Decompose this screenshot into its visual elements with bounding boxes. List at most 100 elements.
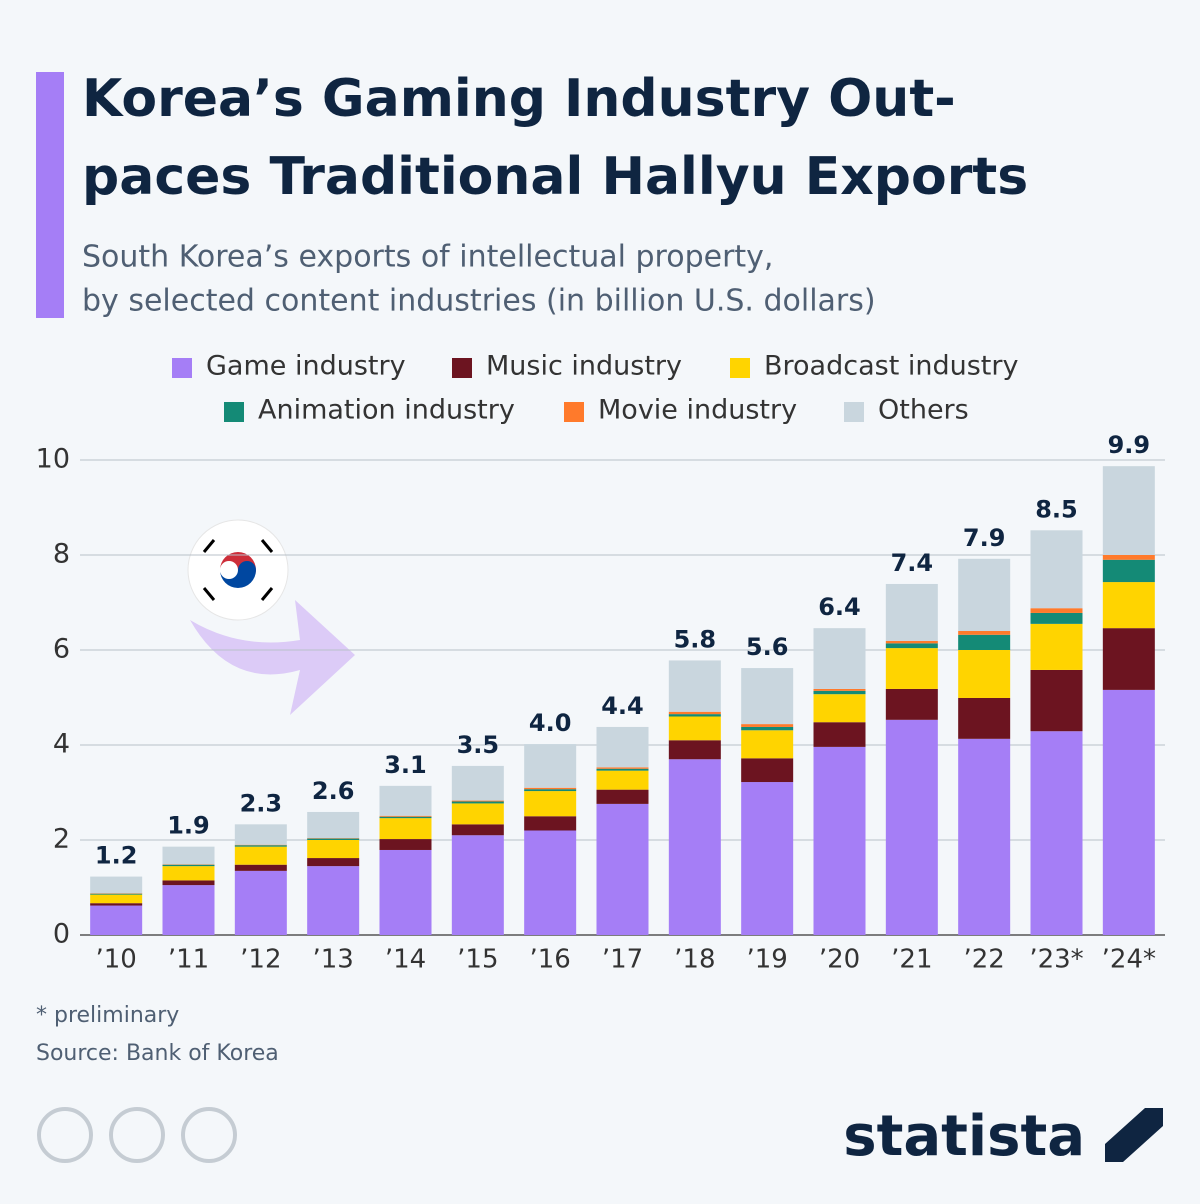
- total-label: 8.5: [1035, 495, 1078, 523]
- x-tick-label: ’15: [457, 945, 498, 975]
- x-tick-label: ’16: [529, 945, 570, 975]
- x-tick-label: ’12: [240, 945, 281, 975]
- x-tick-label: ’17: [602, 945, 643, 975]
- bar-segment: [814, 722, 866, 747]
- legend-label: Game industry: [206, 351, 406, 382]
- bar-segment: [597, 727, 649, 767]
- total-label: 7.9: [963, 524, 1006, 552]
- bar-segment: [235, 865, 287, 871]
- bar-segment: [886, 584, 938, 641]
- bar-segment: [814, 691, 866, 694]
- legend-swatch: [172, 358, 192, 378]
- bar-segment: [524, 831, 576, 936]
- legend-swatch: [452, 358, 472, 378]
- bar-segment: [90, 894, 142, 895]
- total-label: 7.4: [891, 549, 934, 577]
- bar-segment: [958, 739, 1010, 935]
- y-tick-label: 10: [36, 444, 70, 475]
- bar-segment: [597, 790, 649, 804]
- chart-title: paces Traditional Hallyu Exports: [82, 147, 1028, 207]
- total-label: 3.1: [384, 751, 427, 779]
- total-label: 2.6: [312, 777, 355, 805]
- bar-segment: [958, 559, 1010, 631]
- bar-segment: [380, 786, 432, 816]
- bar-segment: [235, 824, 287, 844]
- bar-segment: [235, 845, 287, 846]
- bar-segment: [452, 802, 504, 804]
- bar-segment: [1031, 624, 1083, 670]
- bar-segment: [958, 635, 1010, 650]
- legend-label: Animation industry: [258, 395, 515, 426]
- bar-segment: [235, 847, 287, 865]
- total-label: 6.4: [818, 593, 861, 621]
- bar-segment: [307, 858, 359, 866]
- bar-segment: [452, 766, 504, 801]
- subtitle: by selected content industries (in billi…: [82, 284, 876, 319]
- x-tick-label: ’14: [385, 945, 426, 975]
- total-label: 1.9: [167, 812, 210, 840]
- bar-segment: [597, 804, 649, 935]
- bar-segment: [669, 759, 721, 935]
- bar-segment: [90, 877, 142, 894]
- bar-segment: [163, 880, 215, 885]
- bar-segment: [597, 767, 649, 768]
- bar-segment: [380, 816, 432, 817]
- bar-segment: [597, 771, 649, 790]
- bar-segment: [1031, 670, 1083, 731]
- bar-segment: [741, 782, 793, 935]
- bar-segment: [90, 895, 142, 904]
- bar-segment: [90, 906, 142, 935]
- bar-segment: [452, 835, 504, 935]
- chart-title: Korea’s Gaming Industry Out-: [82, 69, 956, 129]
- bar-segment: [524, 789, 576, 791]
- y-tick-label: 6: [53, 634, 70, 665]
- legend-swatch: [730, 358, 750, 378]
- bar-segment: [597, 769, 649, 771]
- legend-label: Music industry: [486, 351, 682, 382]
- bar-segment: [163, 847, 215, 865]
- x-tick-label: ’10: [95, 945, 136, 975]
- bar-segment: [307, 866, 359, 935]
- subtitle: South Korea’s exports of intellectual pr…: [82, 240, 773, 275]
- bar-segment: [741, 724, 793, 727]
- bar-segment: [886, 643, 938, 648]
- bar-segment: [669, 740, 721, 759]
- bar-segment: [524, 791, 576, 816]
- bar-segment: [958, 650, 1010, 698]
- bar-segment: [958, 631, 1010, 635]
- x-tick-label: ’21: [891, 945, 932, 975]
- total-label: 9.9: [1108, 431, 1151, 459]
- bar-segment: [669, 712, 721, 714]
- bar-segment: [741, 668, 793, 724]
- bar-segment: [163, 885, 215, 935]
- bar-segment: [886, 641, 938, 643]
- bar-segment: [452, 824, 504, 835]
- total-label: 5.8: [674, 625, 717, 653]
- bar-segment: [1103, 690, 1155, 935]
- bar-segment: [886, 720, 938, 935]
- bar-segment: [886, 648, 938, 689]
- legend-label: Movie industry: [598, 395, 797, 426]
- y-tick-label: 0: [53, 919, 70, 950]
- legend-swatch: [224, 402, 244, 422]
- bar-segment: [1103, 466, 1155, 555]
- bar-segment: [741, 758, 793, 782]
- total-label: 4.4: [601, 692, 644, 720]
- x-tick-label: ’23*: [1029, 945, 1083, 975]
- bar-segment: [669, 660, 721, 711]
- bar-segment: [1103, 560, 1155, 582]
- bar-segment: [1103, 555, 1155, 560]
- bar-segment: [380, 817, 432, 818]
- x-tick-label: ’22: [963, 945, 1004, 975]
- bar-segment: [524, 744, 576, 788]
- bar-segment: [886, 689, 938, 720]
- bar-segment: [814, 747, 866, 935]
- bar-segment: [380, 839, 432, 850]
- legend-swatch: [844, 402, 864, 422]
- bar-segment: [307, 840, 359, 858]
- bar-segment: [814, 628, 866, 689]
- footnote: * preliminary: [36, 1003, 179, 1028]
- bar-segment: [524, 788, 576, 789]
- bar-segment: [741, 727, 793, 730]
- bar-segment: [90, 903, 142, 905]
